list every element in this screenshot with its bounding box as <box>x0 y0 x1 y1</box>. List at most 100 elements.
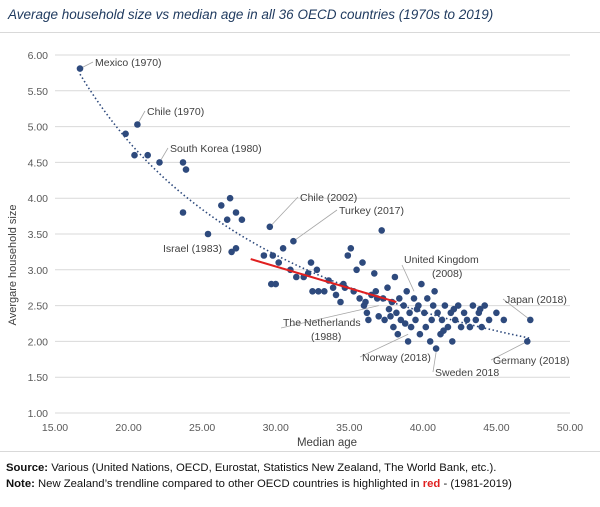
data-point <box>362 298 369 306</box>
annotation-label: The Netherlands (1988) <box>283 317 361 343</box>
data-point <box>390 323 397 331</box>
highlight-footnote: Note: New Zealand’s trendline compared t… <box>6 478 512 490</box>
x-tick-label: 45.00 <box>483 422 509 434</box>
data-point <box>472 316 480 324</box>
annotation-label: Turkey (2017) <box>339 205 404 217</box>
data-point <box>432 345 440 352</box>
data-point <box>424 295 431 302</box>
data-point <box>204 230 212 238</box>
annotation-label-line: (1988) <box>311 331 341 343</box>
annotation-label-line: Turkey (2017) <box>339 205 404 217</box>
data-point <box>226 194 234 202</box>
annotation-label-line: Israel (1983) <box>163 243 222 255</box>
data-point <box>524 338 531 345</box>
y-tick-label: 2.00 <box>28 336 49 348</box>
y-tick-label: 4.00 <box>28 193 49 205</box>
annotation-label: United Kingdom (2008) <box>404 254 479 280</box>
data-point <box>134 121 141 128</box>
data-point <box>460 309 468 317</box>
data-point <box>179 159 187 166</box>
data-point <box>422 323 430 331</box>
data-point <box>485 316 493 324</box>
data-point <box>218 202 225 209</box>
x-tick-label: 40.00 <box>410 422 436 434</box>
y-tick-label: 2.50 <box>28 301 49 313</box>
annotation-label-line: (2008) <box>432 268 462 280</box>
chart-area: 1.00 1.50 2.00 2.50 3.00 3.50 4.00 4.50 5.00 5.50… <box>0 32 600 452</box>
data-point <box>232 209 240 216</box>
data-point <box>372 288 380 295</box>
data-point <box>272 280 280 288</box>
data-point <box>156 159 163 166</box>
data-point <box>412 316 419 324</box>
data-point <box>449 338 456 345</box>
data-point <box>387 313 394 320</box>
annotation-label: Japan (2018) <box>505 294 567 306</box>
annotation-label-line: United Kingdom <box>404 254 479 266</box>
data-point <box>315 288 322 295</box>
data-point <box>478 323 486 331</box>
data-point <box>378 227 386 234</box>
source-footnote: Source: Various (United Nations, OECD, E… <box>6 462 496 474</box>
y-tick-label: 1.50 <box>28 372 49 384</box>
data-point <box>363 309 371 317</box>
data-point <box>418 280 425 288</box>
data-point <box>321 288 328 295</box>
y-tick-label: 5.50 <box>28 86 49 98</box>
note-text-after: - (1981-2019) <box>443 478 512 490</box>
data-points <box>76 65 534 352</box>
data-point <box>384 284 391 291</box>
x-tick-label: 30.00 <box>263 422 289 434</box>
highlight-layer <box>250 258 397 303</box>
data-point <box>344 252 352 259</box>
leader-line <box>359 333 409 358</box>
leader-line <box>432 352 437 373</box>
y-axis-title: Avergare household size <box>7 205 19 326</box>
annotation-label: Norway (2018) <box>362 352 431 364</box>
y-tick-label: 6.00 <box>28 50 49 62</box>
data-point <box>481 302 489 309</box>
nz-trendline <box>250 258 397 303</box>
data-point <box>429 302 437 309</box>
data-point <box>353 266 360 274</box>
data-point <box>293 273 300 281</box>
data-point <box>410 295 418 302</box>
data-point <box>493 309 500 317</box>
leader-line <box>502 298 531 321</box>
data-point <box>463 316 471 324</box>
data-point <box>269 252 277 259</box>
data-point <box>441 302 449 309</box>
data-point <box>451 316 459 324</box>
data-point <box>500 316 508 324</box>
data-point <box>223 216 231 223</box>
gridlines <box>55 54 570 414</box>
data-point <box>406 309 413 317</box>
data-point <box>450 305 458 313</box>
x-axis-title: Median age <box>297 437 357 449</box>
leader-line <box>490 341 528 361</box>
data-point <box>329 284 337 291</box>
source-label: Source: <box>6 462 49 474</box>
data-point <box>476 305 484 313</box>
data-point <box>403 288 411 295</box>
data-point <box>421 309 428 317</box>
leader-line <box>269 196 299 228</box>
annotation-label-line: Mexico (1970) <box>95 57 162 69</box>
data-point <box>416 330 424 338</box>
data-point <box>131 151 138 159</box>
data-point <box>356 295 363 302</box>
data-point <box>232 245 240 252</box>
annotation-label: Mexico (1970) <box>95 57 162 69</box>
x-tick-label: 35.00 <box>336 422 362 434</box>
annotation-label-line: South Korea (1980) <box>170 143 262 155</box>
data-point <box>428 316 436 324</box>
annotation-label: South Korea (1980) <box>170 143 262 155</box>
data-point <box>307 259 315 266</box>
data-point <box>266 223 274 231</box>
x-tick-label: 25.00 <box>189 422 215 434</box>
x-axis-ticks: 15.00 20.00 25.00 30.00 35.00 40.00 45.00 50.00 <box>42 422 583 434</box>
data-point <box>457 323 465 331</box>
data-point <box>381 316 388 324</box>
note-label: Note: <box>6 478 35 490</box>
annotation-label-line: Japan (2018) <box>505 294 567 306</box>
